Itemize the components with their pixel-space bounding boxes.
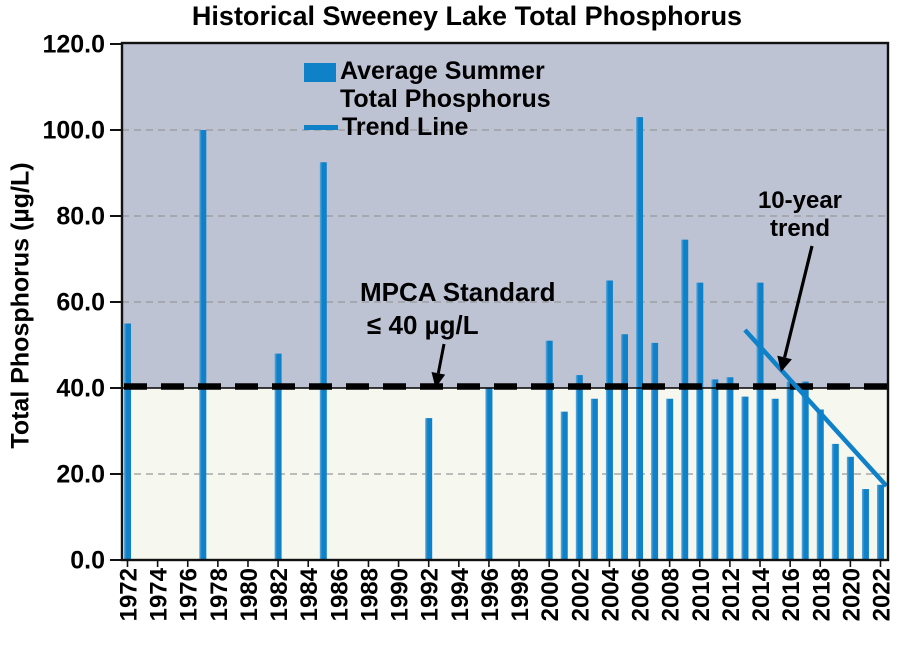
- mpca-standard-annotation: MPCA Standard ≤ 40 µg/L: [360, 276, 556, 342]
- x-tick-label-1996: 1996: [477, 568, 504, 621]
- y-tick-label-20: 20.0: [56, 461, 105, 489]
- bar-2011: [711, 379, 719, 560]
- trend-arrowhead-icon: [777, 355, 792, 372]
- ten-year-trend-line1: 10-year: [757, 187, 843, 214]
- trend-arrow: [783, 245, 814, 358]
- bar-2010: [696, 282, 704, 560]
- bar-2007: [651, 342, 659, 560]
- y-tick-label-0: 0.0: [70, 547, 105, 575]
- x-tick-label-2010: 2010: [688, 568, 715, 621]
- x-tick-label-2008: 2008: [658, 568, 685, 621]
- x-tick-label-1992: 1992: [417, 568, 444, 621]
- bar-2004: [605, 280, 613, 560]
- x-tick-label-2004: 2004: [597, 567, 624, 621]
- x-tick-label-2018: 2018: [808, 568, 835, 621]
- x-tick-label-2014: 2014: [748, 567, 775, 621]
- bar-2017: [801, 381, 809, 560]
- mpca-arrowhead-icon: [431, 372, 446, 388]
- bar-2014: [756, 282, 764, 560]
- bar-2013: [741, 396, 749, 560]
- x-tick-label-2012: 2012: [718, 568, 745, 621]
- x-tick-label-1986: 1986: [326, 568, 353, 621]
- bar-swatch-icon: [304, 63, 336, 82]
- y-tick-label-40: 40.0: [56, 375, 105, 403]
- x-tick-label-1990: 1990: [387, 568, 414, 621]
- bar-2006: [636, 117, 644, 560]
- ten-year-trend-line2: trend: [770, 215, 830, 242]
- bar-2012: [726, 377, 734, 560]
- mpca-standard-line1: MPCA Standard: [360, 277, 556, 307]
- legend-item-trend-label: Trend Line: [342, 113, 469, 141]
- x-tick-label-2000: 2000: [537, 568, 564, 621]
- x-tick-label-1974: 1974: [146, 567, 173, 621]
- x-tick-label-1976: 1976: [176, 568, 203, 621]
- bar-2020: [846, 456, 854, 560]
- legend: Average Summer Total Phosphorus Trend Li…: [304, 57, 551, 141]
- trend-line-swatch-icon: [304, 125, 338, 130]
- trend-line: [743, 328, 889, 488]
- x-tick-label-2002: 2002: [567, 568, 594, 621]
- bar-2005: [620, 334, 628, 560]
- x-tick-label-1998: 1998: [507, 568, 534, 621]
- bar-1996: [485, 388, 493, 560]
- y-axis-title: Total Phosphorus (µg/L): [6, 162, 35, 449]
- mpca-standard-line2: ≤ 40 µg/L: [367, 310, 479, 340]
- bar-2008: [666, 398, 674, 560]
- bar-1985: [319, 162, 327, 560]
- x-tick-label-1972: 1972: [116, 568, 143, 621]
- x-tick-label-1988: 1988: [356, 568, 383, 621]
- legend-item-bars-label: Average Summer Total Phosphorus: [340, 57, 551, 113]
- y-tick-label-80: 80.0: [56, 203, 105, 231]
- x-tick-label-2020: 2020: [838, 568, 865, 621]
- bar-2018: [816, 409, 824, 560]
- bar-2003: [590, 398, 598, 560]
- bar-1972: [124, 323, 131, 560]
- x-tick-label-1984: 1984: [296, 567, 323, 621]
- bar-2015: [771, 398, 779, 560]
- x-tick-label-2006: 2006: [628, 568, 655, 621]
- x-tick-label-1982: 1982: [266, 568, 293, 621]
- ten-year-trend-annotation: 10-year trend: [747, 187, 853, 243]
- bar-2001: [560, 411, 568, 560]
- legend-bars-line1: Average Summer: [340, 57, 545, 85]
- legend-bars-line2: Total Phosphorus: [340, 85, 551, 113]
- x-tick-label-2022: 2022: [869, 568, 896, 621]
- y-tick-label-120: 120.0: [42, 31, 105, 59]
- bar-1992: [425, 418, 433, 560]
- chart-title: Historical Sweeney Lake Total Phosphorus: [191, 1, 743, 31]
- x-tick-label-1994: 1994: [447, 567, 474, 621]
- bar-2019: [831, 443, 839, 560]
- bar-1982: [274, 353, 282, 560]
- mpca-arrow: [436, 343, 446, 374]
- bar-2009: [681, 239, 689, 560]
- x-tick-label-1980: 1980: [236, 568, 263, 621]
- bar-2000: [545, 340, 553, 560]
- bar-1977: [199, 130, 207, 560]
- x-tick-label-2016: 2016: [778, 568, 805, 621]
- y-tick-label-100: 100.0: [42, 117, 105, 145]
- bar-2022: [877, 484, 884, 560]
- bar-2016: [786, 381, 794, 560]
- x-tick-label-1978: 1978: [206, 568, 233, 621]
- y-tick-label-60: 60.0: [56, 289, 105, 317]
- bar-2021: [861, 489, 869, 560]
- legend-item-bars: Average Summer Total Phosphorus: [304, 57, 551, 113]
- bar-2002: [575, 375, 583, 560]
- legend-item-trend: Trend Line: [304, 113, 551, 141]
